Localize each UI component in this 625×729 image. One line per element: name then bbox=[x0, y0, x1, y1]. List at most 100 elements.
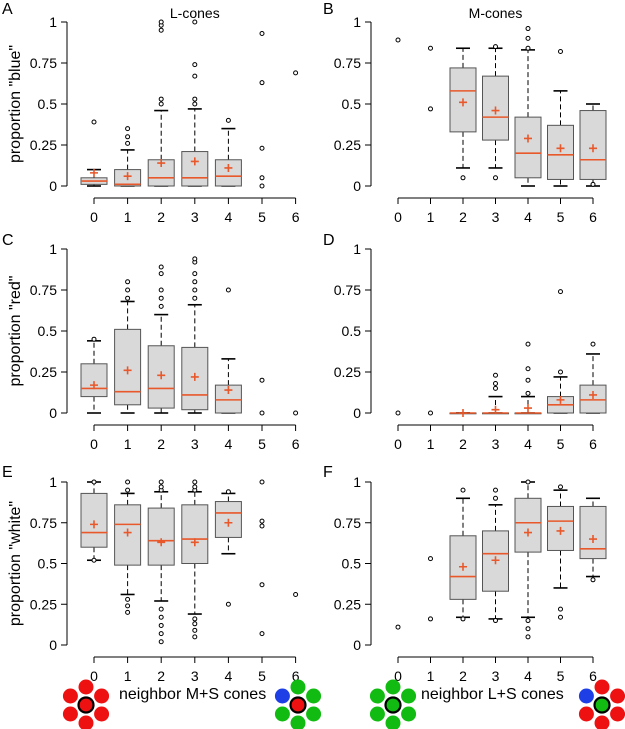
outlier-point bbox=[192, 19, 198, 25]
x-tick-label: 1 bbox=[427, 209, 435, 225]
x-tick-label: 4 bbox=[225, 668, 233, 684]
panel-E: E 0 0.25 0.5 0.75 1 proportion "white" 0 1 2 3 4 5 6 bbox=[2, 464, 300, 684]
outlier-point bbox=[91, 479, 97, 485]
outlier-point bbox=[259, 80, 265, 86]
x-tick-label: 3 bbox=[191, 436, 199, 452]
box-group bbox=[114, 279, 142, 414]
box-group bbox=[579, 341, 607, 414]
outlier-point bbox=[590, 341, 596, 347]
box-group bbox=[80, 119, 108, 187]
x-tick-label: 0 bbox=[394, 436, 402, 452]
outlier-point bbox=[158, 622, 164, 628]
outlier-point bbox=[460, 616, 466, 622]
mean-marker bbox=[459, 409, 467, 417]
outlier-point bbox=[493, 385, 498, 391]
outlier-point bbox=[395, 37, 401, 43]
mean-marker bbox=[459, 98, 467, 107]
rosette-l-six-neighbors-icon bbox=[274, 679, 322, 729]
cone-dot bbox=[306, 688, 322, 704]
outlier-point bbox=[125, 287, 131, 293]
x-tick-label: 4 bbox=[524, 436, 532, 452]
y-axis-label: proportion "blue" bbox=[7, 45, 24, 163]
box-group bbox=[514, 26, 542, 187]
cone-dot bbox=[306, 706, 322, 722]
outlier-point bbox=[192, 279, 198, 285]
box-group bbox=[293, 410, 299, 416]
outlier-point bbox=[192, 101, 198, 107]
x-tick-label: 5 bbox=[557, 436, 565, 452]
cone-dot bbox=[401, 688, 417, 704]
cone-dot bbox=[78, 715, 94, 729]
box bbox=[579, 110, 607, 180]
y-tick-label: 0 bbox=[49, 405, 57, 421]
box bbox=[214, 159, 242, 187]
box-group bbox=[147, 19, 175, 187]
y-tick-label: 0.5 bbox=[38, 556, 58, 572]
outlier-point bbox=[192, 271, 198, 277]
mean-marker bbox=[157, 371, 166, 380]
box bbox=[181, 151, 209, 187]
outlier-point bbox=[192, 62, 198, 68]
x-tick-label: 4 bbox=[225, 436, 233, 452]
outlier-point bbox=[91, 336, 97, 342]
outlier-point bbox=[259, 145, 265, 151]
box-group bbox=[514, 341, 542, 415]
box-group bbox=[482, 372, 509, 415]
box bbox=[147, 507, 175, 566]
cone-dot bbox=[78, 679, 94, 695]
panel-letter: A bbox=[2, 1, 13, 18]
outlier-point bbox=[259, 183, 265, 189]
box-group bbox=[482, 487, 509, 624]
x-tick-label: 5 bbox=[557, 209, 565, 225]
panel-letter: F bbox=[323, 464, 333, 481]
x-tick-label: 6 bbox=[292, 436, 300, 452]
y-tick-label: 1 bbox=[49, 241, 57, 257]
mean-marker bbox=[491, 405, 500, 414]
outlier-point bbox=[125, 279, 131, 285]
y-tick-label: 0.5 bbox=[342, 323, 362, 339]
x-tick-label: 0 bbox=[394, 209, 402, 225]
box-group bbox=[114, 126, 142, 187]
y-tick-label: 0 bbox=[353, 178, 361, 194]
outlier-point bbox=[525, 26, 531, 32]
outlier-point bbox=[525, 479, 531, 485]
x-tick-label: 5 bbox=[258, 436, 266, 452]
x-tick-label: 4 bbox=[524, 209, 532, 225]
panel-D: D 0 0.25 0.5 0.75 1 0 1 2 3 4 5 6 bbox=[323, 232, 607, 452]
outlier-point bbox=[158, 479, 164, 485]
x-tick-label: 0 bbox=[394, 668, 402, 684]
box-group bbox=[395, 624, 401, 630]
outlier-point bbox=[525, 35, 531, 41]
y-tick-label: 0.25 bbox=[334, 364, 361, 380]
outlier-point bbox=[192, 256, 198, 262]
x-tick-label: 2 bbox=[157, 668, 165, 684]
box-group bbox=[181, 479, 209, 640]
box-group bbox=[482, 44, 509, 181]
mean-marker bbox=[190, 372, 199, 381]
outlier-point bbox=[428, 45, 433, 51]
cone-dot bbox=[369, 688, 385, 704]
cone-dot bbox=[594, 715, 610, 729]
outlier-point bbox=[428, 410, 433, 416]
box-group bbox=[514, 479, 542, 640]
mean-marker bbox=[90, 168, 98, 177]
cone-dot bbox=[578, 688, 594, 704]
box-group bbox=[259, 479, 265, 637]
outlier-point bbox=[192, 295, 198, 301]
mean-marker bbox=[459, 562, 467, 571]
cone-dot bbox=[610, 688, 625, 704]
outlier-point bbox=[225, 601, 231, 607]
x-tick-label: 4 bbox=[225, 209, 233, 225]
y-tick-label: 0.75 bbox=[30, 55, 57, 71]
outlier-point bbox=[125, 487, 131, 493]
outlier-point bbox=[192, 479, 198, 485]
x-tick-label: 1 bbox=[124, 668, 132, 684]
y-tick-label: 0 bbox=[49, 178, 57, 194]
y-tick-label: 0.25 bbox=[30, 137, 57, 153]
box-group bbox=[114, 479, 142, 615]
outlier-point bbox=[525, 626, 531, 632]
outlier-point bbox=[525, 634, 531, 640]
box-group bbox=[449, 409, 477, 417]
x-tick-label: 6 bbox=[589, 436, 597, 452]
mean-marker bbox=[157, 538, 166, 547]
